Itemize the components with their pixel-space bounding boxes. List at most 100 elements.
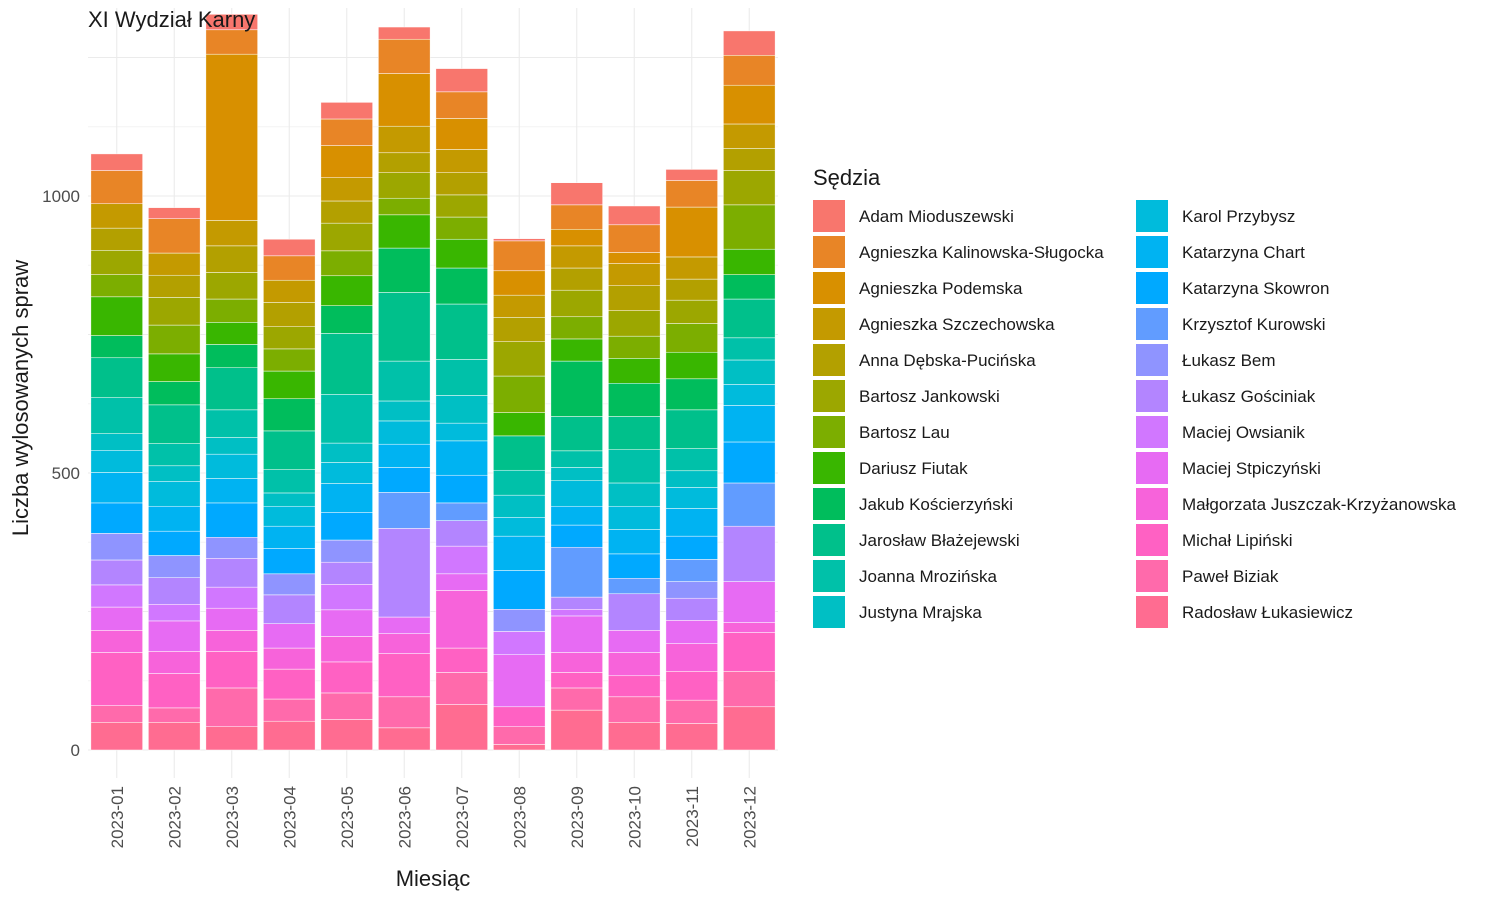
bar-segment	[263, 623, 316, 649]
bar-segment	[665, 278, 718, 301]
bar-segment	[205, 630, 258, 652]
bar-segment	[550, 615, 603, 653]
bar-segment	[148, 505, 201, 532]
legend-key	[813, 344, 845, 376]
bar-segment	[550, 204, 603, 230]
bar-segment	[493, 654, 546, 708]
legend-label: Karol Przybysz	[1182, 207, 1295, 226]
bar-segment	[608, 482, 661, 507]
bar-segment	[723, 30, 776, 56]
bar-segment	[608, 383, 661, 417]
bar-segment	[493, 240, 546, 272]
bar-segment	[665, 597, 718, 621]
bar-segment	[148, 604, 201, 622]
bar-segment	[665, 299, 718, 324]
bar-segment	[378, 653, 431, 698]
bar-segment	[608, 593, 661, 631]
bar-segment	[378, 26, 431, 40]
bar-segment	[148, 673, 201, 709]
bar-segment	[205, 29, 258, 55]
bar-segment	[148, 353, 201, 382]
bar-segment	[263, 326, 316, 350]
bar-segment	[550, 267, 603, 291]
bar-segment	[378, 360, 431, 402]
bar-segment	[493, 535, 546, 571]
bar-segment	[435, 172, 488, 196]
bar-segment	[90, 450, 143, 473]
bar-segment	[148, 707, 201, 723]
bar-segment	[435, 502, 488, 521]
bar-segment	[608, 722, 661, 751]
bar-segment	[148, 324, 201, 355]
bar-segment	[90, 335, 143, 359]
bar-segment	[723, 298, 776, 339]
bar-segment	[263, 348, 316, 372]
legend-label: Dariusz Fiutak	[859, 459, 968, 478]
bar-segment	[263, 430, 316, 470]
legend-key	[1136, 308, 1168, 340]
bar-segment	[90, 153, 143, 171]
bar-segment	[90, 472, 143, 504]
bars	[90, 14, 776, 751]
bar-segment	[435, 520, 488, 547]
bar-segment	[435, 238, 488, 269]
bar-segment	[723, 581, 776, 623]
bar-segment	[320, 250, 373, 277]
bar-segment	[205, 726, 258, 751]
bar-segment	[378, 152, 431, 173]
bar-segment	[550, 182, 603, 206]
bar-segment	[320, 636, 373, 663]
bar-segment	[148, 530, 201, 556]
bar-segment	[435, 216, 488, 240]
bar-segment	[148, 218, 201, 254]
bar-segment	[665, 470, 718, 488]
bar-segment	[90, 559, 143, 586]
bar-segment	[90, 203, 143, 229]
bar-segment	[608, 578, 661, 595]
bar-segment	[320, 222, 373, 252]
bar-segment	[665, 256, 718, 280]
legend-key	[1136, 236, 1168, 268]
bar-segment	[493, 294, 546, 318]
bar-segment	[263, 255, 316, 281]
legend-label: Agnieszka Kalinowska-Sługocka	[859, 243, 1104, 262]
bar-segment	[550, 609, 603, 617]
bar-segment	[723, 274, 776, 300]
bar-segment	[205, 298, 258, 323]
bar-segment	[205, 651, 258, 689]
bar-segment	[148, 443, 201, 467]
bar-segment	[205, 687, 258, 727]
bar-segment	[148, 465, 201, 482]
bar-segment	[665, 169, 718, 181]
bar-segment	[378, 528, 431, 618]
bar-segment	[435, 647, 488, 673]
bar-segment	[723, 248, 776, 275]
bar-segment	[205, 478, 258, 504]
bar-segment	[665, 351, 718, 380]
bar-segment	[205, 344, 258, 368]
bar-segment	[665, 448, 718, 472]
bar-segment	[90, 722, 143, 751]
bar-segment	[435, 267, 488, 305]
bar-segment	[148, 297, 201, 326]
bar-segment	[435, 194, 488, 218]
bar-segment	[263, 279, 316, 303]
bar-segment	[550, 316, 603, 340]
bar-segment	[723, 148, 776, 171]
bar-segment	[90, 584, 143, 608]
bar-segment	[320, 333, 373, 395]
x-tick-label: 2023-09	[568, 786, 587, 848]
bar-segment	[435, 672, 488, 705]
legend-label: Paweł Biziak	[1182, 567, 1279, 586]
bar-segment	[378, 400, 431, 422]
bar-segment	[263, 505, 316, 527]
bar-segment	[263, 238, 316, 257]
bar-segment	[550, 228, 603, 247]
legend-label: Radosław Łukasiewicz	[1182, 603, 1353, 622]
bar-segment	[263, 469, 316, 494]
bar-segment	[205, 607, 258, 631]
legend-label: Jarosław Błażejewski	[859, 531, 1020, 550]
bar-segment	[320, 462, 373, 484]
legend-key	[813, 596, 845, 628]
bar-segment	[90, 606, 143, 631]
